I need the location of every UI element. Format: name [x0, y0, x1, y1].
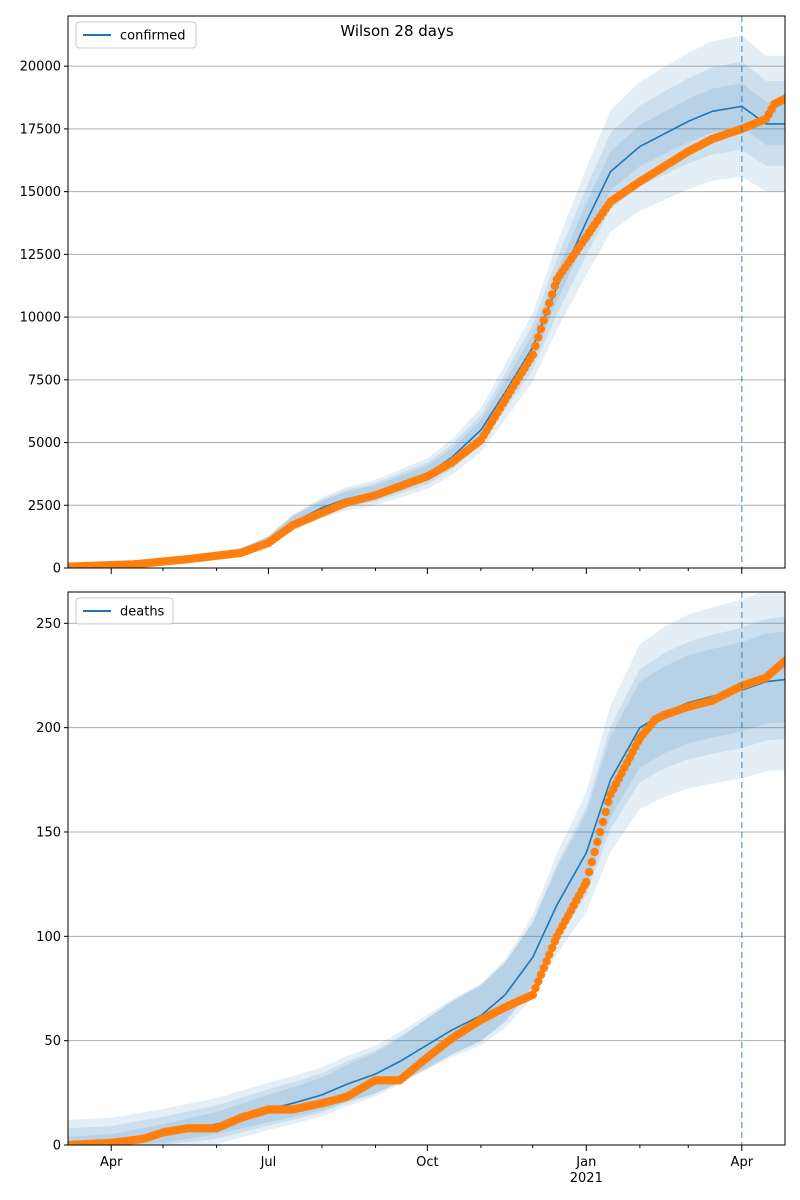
y-tick-label: 15000	[20, 185, 61, 200]
y-tick-label: 200	[36, 721, 61, 736]
y-tick-label: 0	[53, 562, 61, 577]
uncertainty-band	[68, 35, 785, 568]
x-tick-label: Jan	[575, 1155, 596, 1170]
axes-frame	[67, 15, 786, 569]
observed-point	[528, 350, 537, 359]
observed-point	[601, 807, 610, 817]
observed-point	[584, 867, 594, 877]
observed-point	[534, 977, 543, 986]
observed-point	[595, 827, 605, 837]
uncertainty-band	[68, 61, 785, 568]
observed-point	[780, 94, 785, 103]
observed-point	[531, 983, 540, 993]
observed-point	[780, 656, 785, 666]
observed-point	[590, 847, 599, 857]
uncertainty-band	[68, 592, 785, 1145]
observed-point	[545, 298, 554, 308]
y-tick-label: 250	[36, 617, 61, 632]
legend: confirmed	[75, 21, 197, 49]
observed-point	[534, 333, 543, 342]
observed-point	[604, 797, 613, 807]
y-tick-label: 5000	[28, 436, 61, 451]
y-tick-label: 100	[36, 930, 61, 945]
x-tick-label: Apr	[731, 1155, 754, 1170]
y-tick-label: 20000	[20, 60, 61, 75]
x-tick-label: Oct	[416, 1155, 438, 1170]
observed-point	[536, 324, 546, 334]
plot-area	[68, 35, 785, 568]
observed-point	[528, 990, 537, 999]
observed-point	[531, 341, 540, 351]
y-tick-label: 7500	[28, 373, 61, 388]
observed-point	[536, 970, 546, 979]
deaths-panel: 0 50 100 150 200 250 Apr Jul Oct Jan Apr 2021 deaths	[36, 591, 786, 1186]
observed-point	[593, 837, 602, 847]
y-tick-label: 0	[53, 1139, 61, 1154]
observed-point	[547, 943, 557, 953]
observed-point	[542, 307, 551, 316]
observed-point	[582, 877, 591, 887]
uncertainty-band	[68, 616, 785, 1145]
confirmed-panel: 0 2500 5000 7500 10000 12500 15000 17500 20000 co…	[20, 15, 786, 577]
y-tick-label: 12500	[20, 248, 61, 263]
y-tick-label: 2500	[28, 499, 61, 514]
legend-label: deaths	[120, 605, 165, 620]
observed-point	[550, 281, 560, 291]
observed-point	[547, 290, 557, 299]
observed-point	[545, 950, 554, 959]
legend-label: confirmed	[120, 29, 186, 44]
x-year-label: 2021	[570, 1171, 603, 1186]
observed-point	[542, 957, 551, 966]
y-tick-label: 17500	[20, 122, 61, 137]
axes-frame	[67, 591, 786, 1146]
observed-point	[587, 857, 596, 867]
uncertainty-band	[68, 83, 785, 568]
x-tick-label: Apr	[100, 1155, 123, 1170]
y-tick-label: 10000	[20, 311, 61, 326]
figure-title: Wilson 28 days	[340, 22, 454, 40]
legend-box	[75, 597, 174, 625]
y-tick-label: 150	[36, 825, 61, 840]
observed-point	[539, 316, 548, 325]
observed-point	[598, 817, 608, 827]
legend-box	[75, 21, 197, 49]
plot-area	[68, 592, 785, 1145]
y-tick-label: 50	[44, 1034, 61, 1049]
x-tick-label: Jul	[260, 1155, 277, 1170]
legend: deaths	[75, 597, 174, 625]
uncertainty-band	[68, 631, 785, 1145]
observed-point	[539, 963, 548, 973]
